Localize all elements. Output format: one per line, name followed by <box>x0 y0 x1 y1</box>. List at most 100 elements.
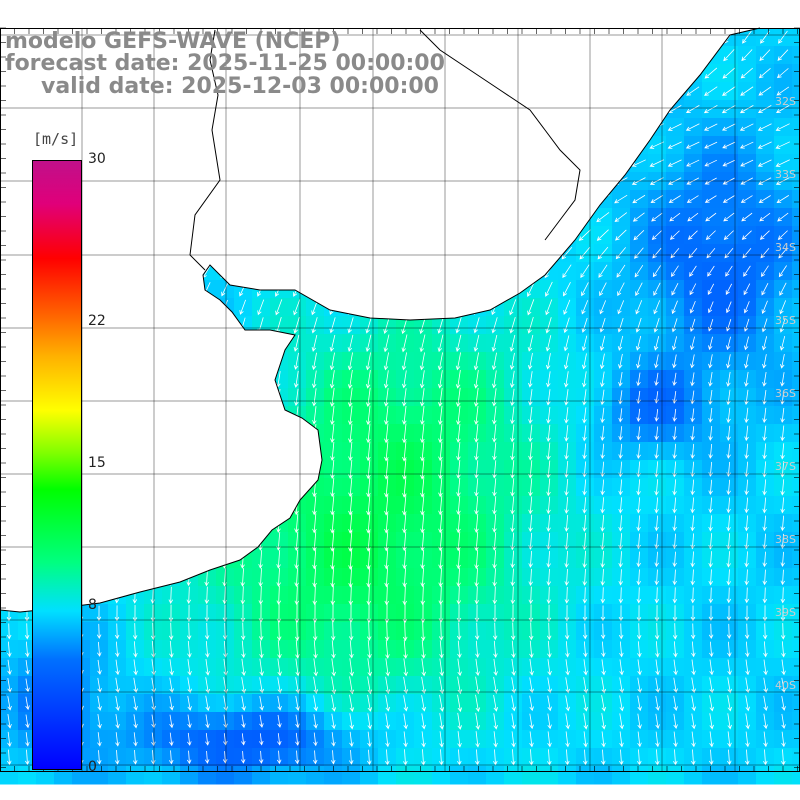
wind-arrow <box>1 158 16 168</box>
wind-speed-cell <box>198 532 217 551</box>
wind-arrow <box>146 104 160 114</box>
wind-arrow <box>222 406 227 425</box>
latitude-label: 35S <box>775 314 796 327</box>
wind-arrow <box>95 353 101 370</box>
wind-speed-cell <box>252 460 271 479</box>
colorbar <box>32 160 82 770</box>
wind-arrow <box>613 123 628 131</box>
wind-speed-cell <box>216 496 235 515</box>
wind-speed-cell <box>270 100 289 119</box>
wind-speed-cell <box>540 766 559 785</box>
wind-arrow <box>20 104 34 114</box>
wind-speed-cell <box>0 262 19 281</box>
wind-speed-cell <box>792 46 800 65</box>
wind-speed-cell <box>126 406 145 425</box>
wind-speed-cell <box>126 298 145 317</box>
wind-arrow <box>112 264 122 279</box>
wind-arrow <box>327 228 339 242</box>
wind-speed-cell <box>396 298 415 317</box>
valid-date: valid date: 2025-12-03 00:00:00 <box>41 74 439 99</box>
wind-speed-cell <box>504 118 523 137</box>
wind-speed-cell <box>522 64 541 83</box>
wind-speed-cell <box>144 298 163 317</box>
wind-speed-cell <box>378 118 397 137</box>
wind-speed-cell <box>180 118 199 137</box>
wind-arrow <box>240 496 245 515</box>
wind-arrow <box>344 122 358 132</box>
wind-speed-cell <box>18 100 37 119</box>
wind-arrow <box>275 334 282 352</box>
wind-speed-cell <box>252 100 271 119</box>
wind-arrow <box>163 140 178 150</box>
wind-arrow <box>542 211 555 223</box>
wind-speed-cell <box>0 586 19 605</box>
wind-speed-cell <box>558 118 577 137</box>
wind-speed-cell <box>180 514 199 533</box>
wind-speed-cell <box>288 136 307 155</box>
wind-arrow <box>400 30 410 45</box>
wind-arrow <box>435 246 446 260</box>
wind-speed-cell <box>450 154 469 173</box>
wind-speed-cell <box>792 712 800 731</box>
wind-speed-cell <box>144 280 163 299</box>
wind-speed-cell <box>216 424 235 443</box>
wind-speed-cell <box>594 28 613 47</box>
wind-speed-cell <box>216 388 235 407</box>
wind-speed-cell <box>468 262 487 281</box>
wind-speed-cell <box>540 46 559 65</box>
wind-speed-cell <box>270 118 289 137</box>
wind-speed-cell <box>540 100 559 119</box>
wind-arrow <box>23 299 31 316</box>
wind-arrow <box>489 48 501 62</box>
wind-speed-cell <box>540 136 559 155</box>
wind-speed-cell <box>90 262 109 281</box>
wind-speed-cell <box>630 100 649 119</box>
wind-speed-cell <box>0 766 19 785</box>
wind-speed-cell <box>162 766 181 785</box>
wind-speed-cell <box>414 280 433 299</box>
wind-speed-cell <box>90 532 109 551</box>
wind-speed-cell <box>360 280 379 299</box>
wind-arrow <box>578 67 592 79</box>
wind-arrow <box>149 317 156 334</box>
wind-arrow <box>326 104 340 114</box>
wind-speed-cell <box>90 406 109 425</box>
wind-speed-cell <box>108 514 127 533</box>
wind-arrow <box>489 246 500 260</box>
wind-speed-cell <box>234 244 253 263</box>
wind-arrow <box>95 335 102 352</box>
wind-arrow <box>200 122 214 132</box>
wind-arrow <box>128 194 142 205</box>
wind-arrow <box>114 461 119 478</box>
wind-speed-cell <box>108 190 127 209</box>
wind-speed-cell <box>216 298 235 317</box>
wind-arrow <box>24 533 29 550</box>
wind-arrow <box>290 194 304 205</box>
wind-arrow <box>6 587 12 604</box>
wind-speed-cell <box>90 280 109 299</box>
wind-arrow <box>362 122 376 132</box>
wind-arrow <box>415 158 430 168</box>
wind-speed-cell <box>198 316 217 335</box>
latitude-label: 34S <box>775 241 796 254</box>
wind-speed-cell <box>288 262 307 281</box>
wind-speed-cell <box>162 154 181 173</box>
wind-arrow <box>168 515 173 532</box>
wind-arrow <box>114 533 119 550</box>
wind-speed-cell <box>252 442 271 461</box>
wind-arrow <box>219 228 231 242</box>
wind-arrow <box>258 532 263 551</box>
wind-arrow <box>473 281 481 297</box>
wind-speed-cell <box>414 208 433 227</box>
wind-speed-cell <box>756 766 775 785</box>
wind-arrow <box>400 264 410 279</box>
wind-speed-cell <box>792 586 800 605</box>
wind-speed-cell <box>792 658 800 677</box>
wind-arrow <box>132 443 137 460</box>
wind-arrow <box>237 229 249 242</box>
wind-speed-cell <box>468 190 487 209</box>
wind-arrow <box>201 246 212 260</box>
wind-arrow <box>240 532 245 551</box>
wind-arrow <box>150 353 155 370</box>
wind-speed-cell <box>144 334 163 353</box>
